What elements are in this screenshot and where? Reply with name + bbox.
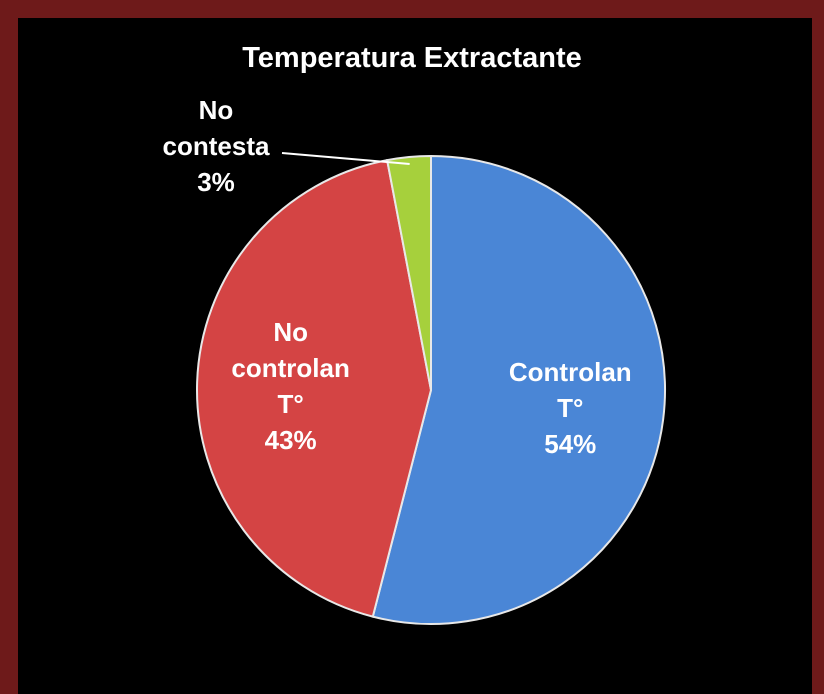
chart-title: Temperatura Extractante xyxy=(242,42,582,74)
slice-category: No contesta xyxy=(162,95,270,161)
pie-slice xyxy=(385,154,432,391)
leader-line xyxy=(281,152,410,166)
slice-value: 43% xyxy=(264,424,317,455)
slice-label: No contesta 3% xyxy=(151,92,281,200)
pie-slice xyxy=(196,158,433,618)
pie-slice xyxy=(371,154,666,625)
slice-label: Controlan T° 54% xyxy=(495,354,645,462)
slice-category: No controlan T° xyxy=(231,316,350,419)
slice-value: 54% xyxy=(544,428,597,459)
slice-value: 3% xyxy=(197,167,235,197)
slice-label: No controlan T° 43% xyxy=(216,314,366,458)
slice-category: Controlan T° xyxy=(508,356,632,423)
